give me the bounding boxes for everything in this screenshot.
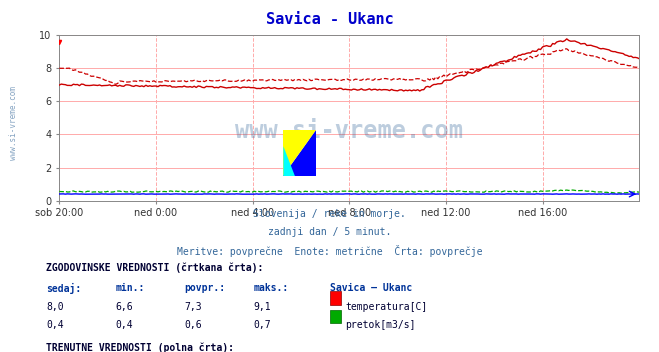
Text: www.si-vreme.com: www.si-vreme.com	[235, 119, 463, 143]
Text: 0,6: 0,6	[185, 320, 202, 330]
Text: 0,4: 0,4	[46, 320, 64, 330]
Text: min.:: min.:	[115, 283, 145, 293]
Text: 0,7: 0,7	[254, 320, 272, 330]
Text: sedaj:: sedaj:	[46, 283, 81, 294]
Text: maks.:: maks.:	[254, 283, 289, 293]
Text: temperatura[C]: temperatura[C]	[345, 302, 428, 312]
Text: Meritve: povprečne  Enote: metrične  Črta: povprečje: Meritve: povprečne Enote: metrične Črta:…	[177, 245, 482, 257]
Text: pretok[m3/s]: pretok[m3/s]	[345, 320, 416, 330]
Text: ZGODOVINSKE VREDNOSTI (črtkana črta):: ZGODOVINSKE VREDNOSTI (črtkana črta):	[46, 262, 264, 273]
Polygon shape	[283, 130, 316, 176]
Text: povpr.:: povpr.:	[185, 283, 225, 293]
Text: zadnji dan / 5 minut.: zadnji dan / 5 minut.	[268, 227, 391, 237]
Text: 7,3: 7,3	[185, 302, 202, 312]
Text: 8,0: 8,0	[46, 302, 64, 312]
Text: Savica - Ukanc: Savica - Ukanc	[266, 12, 393, 27]
Text: Slovenija / reke in morje.: Slovenija / reke in morje.	[253, 209, 406, 219]
Text: www.si-vreme.com: www.si-vreme.com	[9, 86, 18, 160]
Polygon shape	[283, 146, 295, 176]
Text: TRENUTNE VREDNOSTI (polna črta):: TRENUTNE VREDNOSTI (polna črta):	[46, 342, 234, 352]
Text: 6,6: 6,6	[115, 302, 133, 312]
Text: Savica – Ukanc: Savica – Ukanc	[330, 283, 412, 293]
Polygon shape	[283, 130, 316, 176]
Text: 9,1: 9,1	[254, 302, 272, 312]
Text: 0,4: 0,4	[115, 320, 133, 330]
